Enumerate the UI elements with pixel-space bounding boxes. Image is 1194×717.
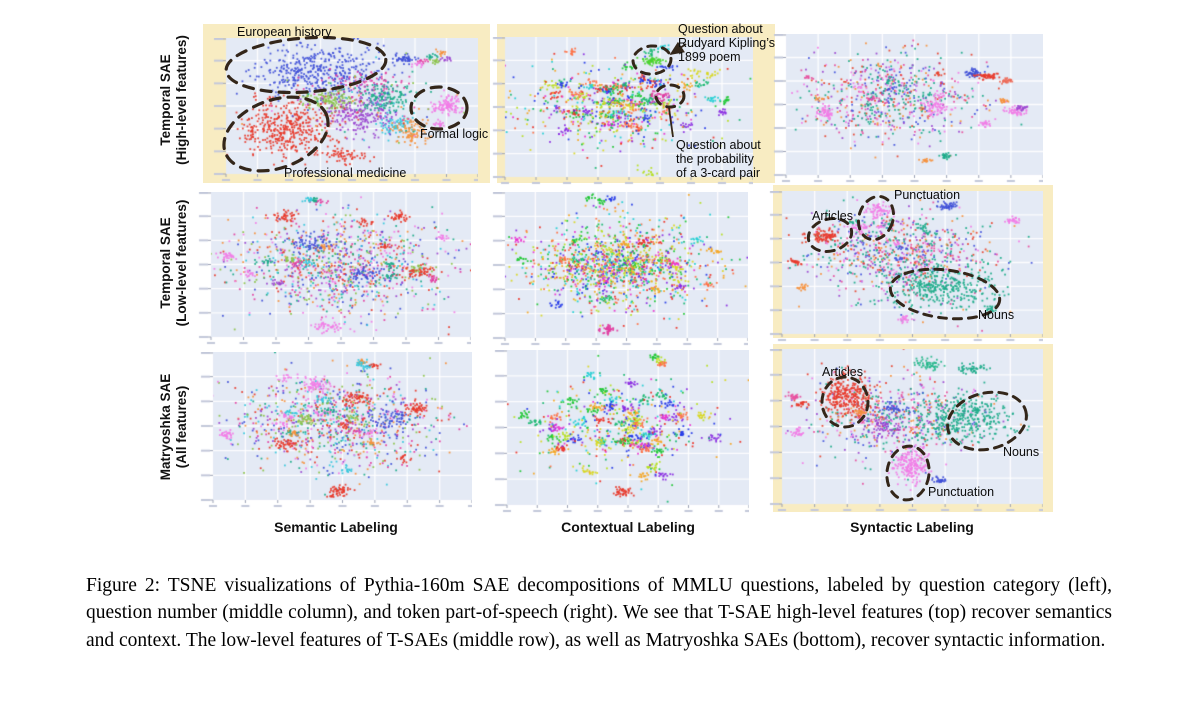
scatter-canvas-r3c1: [199, 352, 472, 510]
col-label-contextual: Contextual Labeling: [561, 519, 695, 535]
scatter-canvas-r3c2: [493, 350, 749, 515]
annotation-european-history: European history: [237, 25, 332, 39]
col-label-semantic: Semantic Labeling: [274, 519, 398, 535]
annotation-nouns-r3c3: Nouns: [1003, 445, 1040, 459]
row-label-line: (High-level features): [174, 35, 189, 165]
annotation-articles-r3c3: Articles: [822, 365, 863, 379]
row-label-line: Matryoshka SAE: [157, 373, 173, 481]
row-label-line: (Low-level features): [174, 199, 189, 327]
scatter-canvas-r2c2: [491, 192, 748, 348]
annotation-punctuation-r2c3: Punctuation: [894, 188, 961, 202]
annotation-articles-r2c3: Articles: [812, 209, 853, 223]
row-label-line: (All features): [174, 385, 189, 469]
tsne-panel-syntactic-high: [772, 34, 1043, 185]
row-label-temporal-sae-high: Temporal SAE (High-level features): [158, 35, 190, 165]
scatter-canvas-r3c3: [768, 349, 1043, 514]
row-label-line: Temporal SAE: [157, 54, 173, 146]
annotation-professional-medicine: Professional medicine: [284, 166, 407, 180]
scatter-canvas-r1c3: [772, 34, 1043, 185]
tsne-panel-contextual-low: [491, 192, 748, 348]
col-label-syntactic: Syntactic Labeling: [850, 519, 974, 535]
annotation-formal-logic: Formal logic: [420, 127, 489, 141]
scatter-canvas-r1c2: [491, 37, 753, 187]
tsne-panel-semantic-matryoshka: [199, 352, 472, 510]
tsne-panel-contextual-high: [491, 37, 753, 187]
row-label-temporal-sae-low: Temporal SAE (Low-level features): [158, 200, 190, 327]
scatter-canvas-r1c1: [212, 38, 478, 184]
figure-caption: Figure 2: TSNE visualizations of Pythia-…: [86, 575, 1112, 651]
tsne-panel-syntactic-matryoshka: [768, 349, 1043, 514]
tsne-panel-contextual-matryoshka: [493, 350, 749, 515]
annotation-card-pair: Question about the probability of a 3-ca…: [676, 138, 761, 181]
annotation-punctuation-r3c3: Punctuation: [928, 485, 995, 499]
scatter-canvas-r2c1: [197, 192, 471, 347]
annotation-nouns-r2c3: Nouns: [978, 308, 1015, 322]
row-label-matryoshka-sae: Matryoshka SAE (All features): [158, 374, 190, 481]
tsne-panel-semantic-low: [197, 192, 471, 347]
row-label-line: Temporal SAE: [157, 217, 173, 309]
tsne-panel-semantic-high: [212, 38, 478, 184]
annotation-kipling-poem: Question about Rudyard Kipling’s 1899 po…: [678, 22, 776, 65]
